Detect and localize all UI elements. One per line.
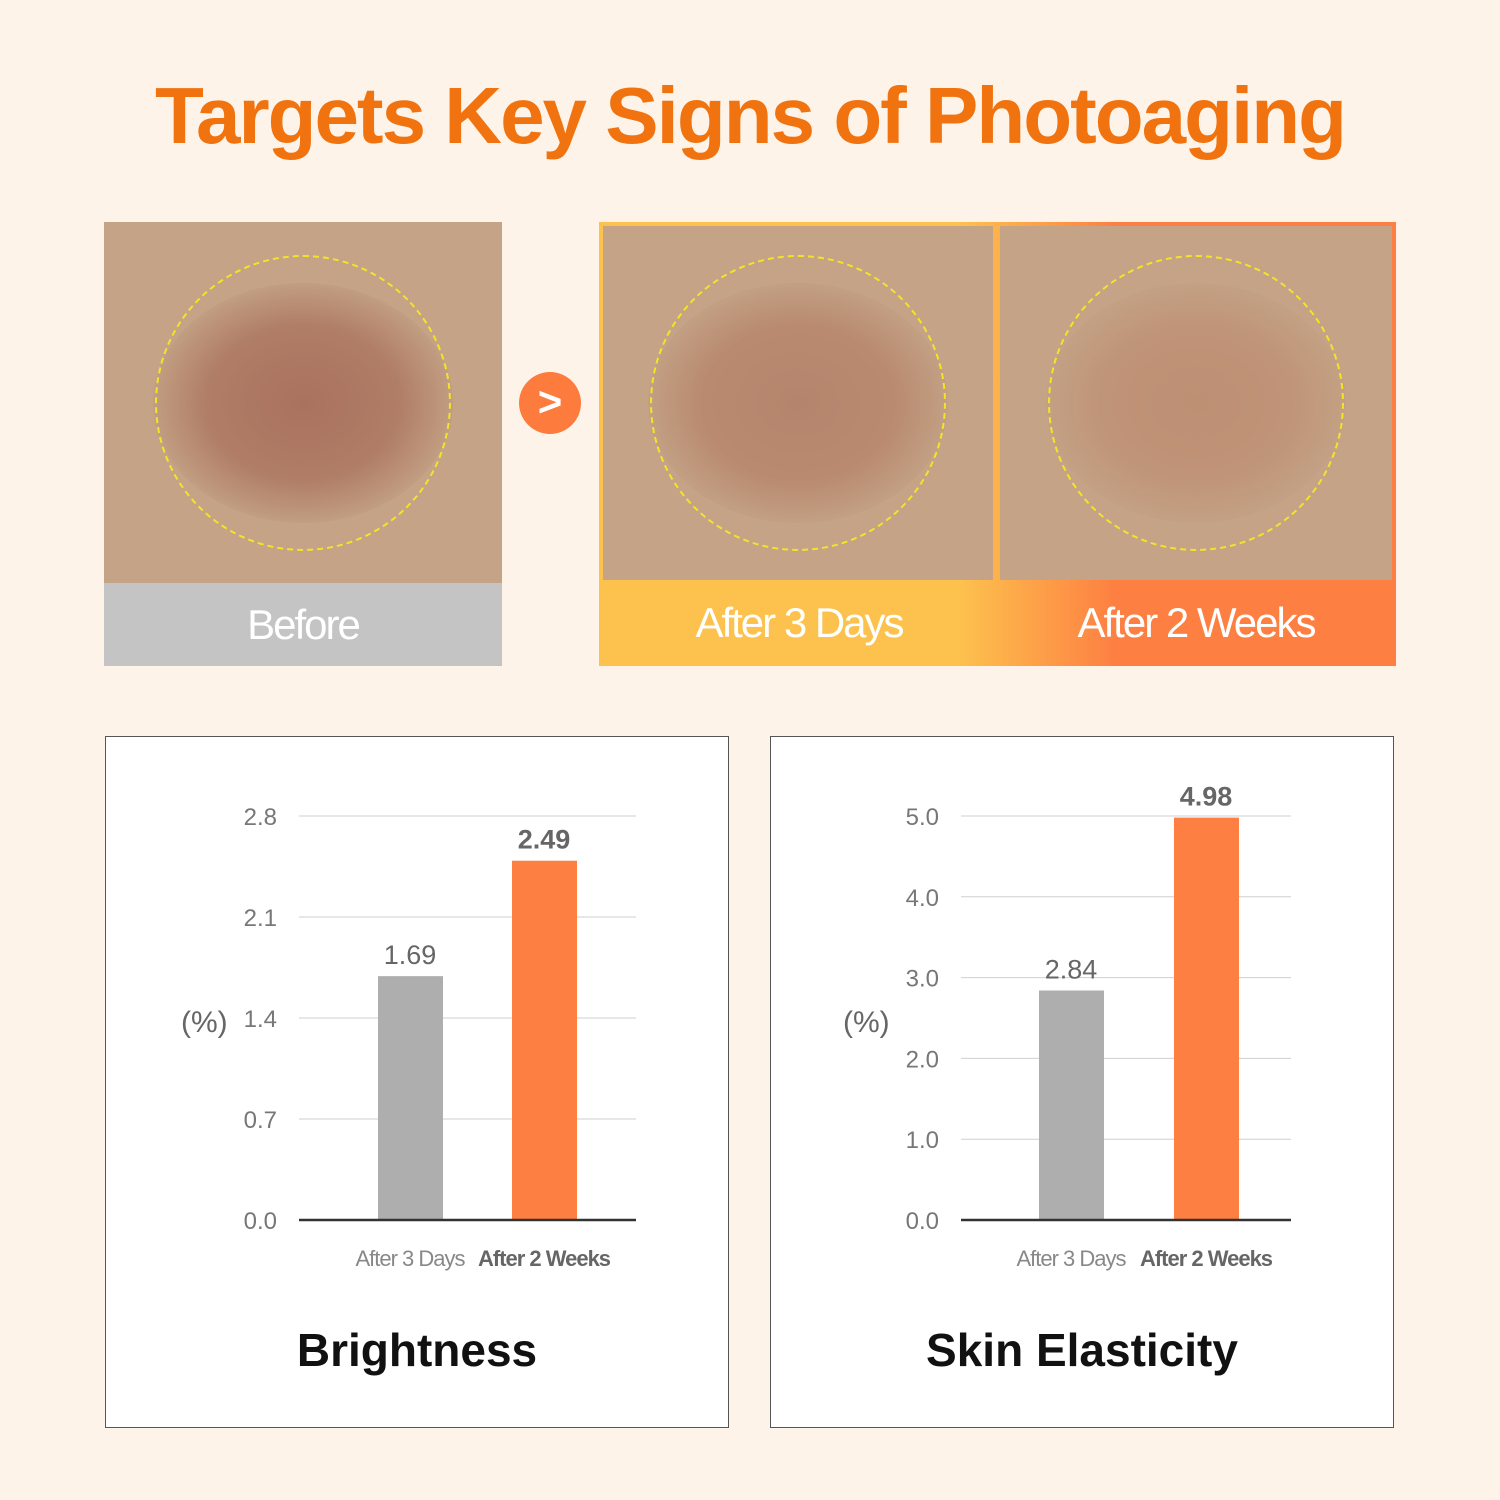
y-tick-label: 5.0: [906, 804, 939, 831]
brightness-chart-svg: 0.0 0.7 1.4 2.1 2.8 (%) 1.69 After 3 Days 2.49 Af…: [181, 804, 636, 1271]
dashed-circle: [1048, 255, 1344, 551]
page-title: Targets Key Signs of Photoaging: [155, 71, 1347, 160]
after-2-weeks-photo: [1000, 226, 1392, 580]
y-tick-label: 2.0: [906, 1046, 939, 1073]
bar: [378, 976, 443, 1220]
y-tick-label: 2.1: [244, 905, 277, 932]
before-label: Before: [104, 583, 502, 666]
data-label: 2.49: [518, 825, 571, 855]
bar: [1174, 817, 1239, 1220]
y-tick-label: 3.0: [906, 966, 939, 993]
y-tick-label: 1.4: [244, 1006, 277, 1033]
elasticity-chart: 0.0 1.0 2.0 3.0 4.0 5.0 (%) 2.84 After 3 Days 4.9…: [770, 736, 1394, 1428]
y-tick-label: 1.0: [906, 1127, 939, 1154]
after-3-days-photo: [603, 226, 993, 580]
x-tick-label: After 2 Weeks: [478, 1246, 611, 1271]
y-tick-label: 2.8: [244, 804, 277, 831]
y-tick-label: 4.0: [906, 885, 939, 912]
y-tick-label: 0.0: [906, 1208, 939, 1235]
dashed-circle: [650, 255, 946, 551]
before-photo: [104, 222, 502, 583]
x-tick-label: After 2 Weeks: [1140, 1246, 1273, 1271]
chevron-right-icon: >: [519, 372, 581, 434]
dashed-circle: [155, 254, 451, 551]
y-axis-label: (%): [181, 1006, 228, 1039]
chart-title: Brightness: [296, 1324, 538, 1376]
bar: [1039, 990, 1104, 1220]
y-tick-label: 0.0: [244, 1208, 277, 1235]
elasticity-chart-svg: 0.0 1.0 2.0 3.0 4.0 5.0 (%) 2.84 After 3 Days 4.9…: [843, 782, 1291, 1271]
after-2-weeks-label: After 2 Weeks: [1077, 599, 1317, 646]
data-label: 2.84: [1045, 955, 1098, 985]
after-panel: After 3 Days After 2 Weeks: [599, 222, 1396, 666]
data-label: 4.98: [1180, 782, 1233, 812]
y-axis-label: (%): [843, 1006, 890, 1039]
x-tick-label: After 3 Days: [355, 1246, 465, 1271]
data-label: 1.69: [384, 940, 437, 970]
bar: [512, 860, 577, 1220]
chart-title: Skin Elasticity: [926, 1324, 1238, 1376]
x-tick-label: After 3 Days: [1016, 1246, 1126, 1271]
brightness-chart: 0.0 0.7 1.4 2.1 2.8 (%) 1.69 After 3 Days 2.49 Af…: [105, 736, 729, 1428]
after-3-days-label: After 3 Days: [695, 599, 904, 646]
y-tick-label: 0.7: [244, 1107, 277, 1134]
